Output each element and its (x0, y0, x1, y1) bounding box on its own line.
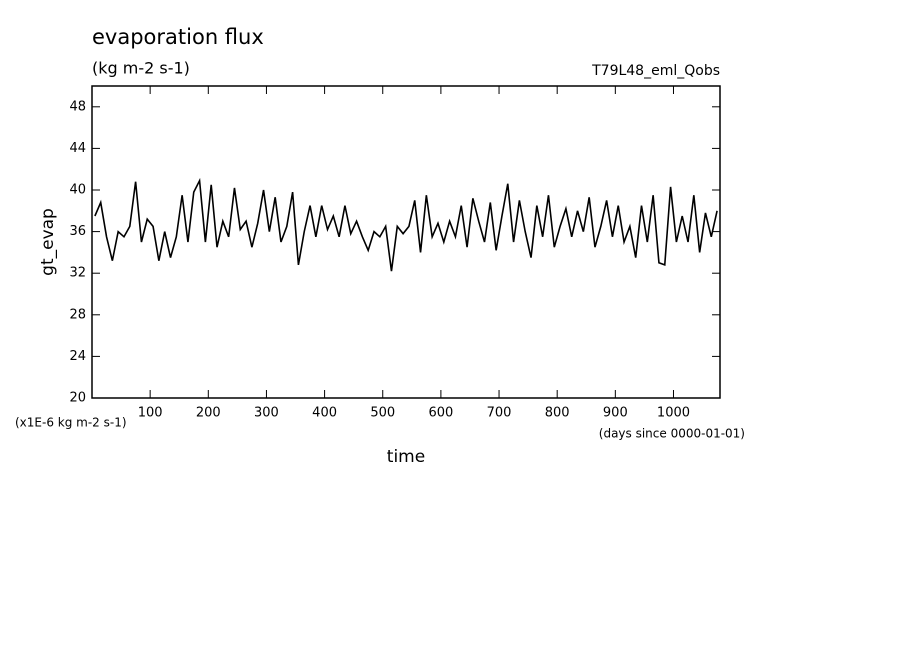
x-tick-label: 400 (312, 406, 337, 421)
x-tick-label: 800 (545, 406, 570, 421)
chart-title: evaporation flux (92, 25, 264, 49)
x-tick-label: 300 (254, 406, 279, 421)
data-line (94, 177, 718, 272)
y-tick-label: 40 (69, 183, 86, 198)
x-tick-label: 1000 (657, 406, 690, 421)
x-tick-label: 900 (603, 406, 628, 421)
y-axis-label: gt_evap (38, 208, 58, 276)
x-tick-label: 700 (487, 406, 512, 421)
plot-frame (91, 85, 721, 399)
y-tick-label: 24 (69, 349, 86, 364)
y-tick-label: 20 (69, 391, 86, 406)
y-tick-label: 48 (69, 99, 86, 114)
x-tick-label: 600 (428, 406, 453, 421)
y-tick-label: 28 (69, 307, 86, 322)
x-units-note: (days since 0000-01-01) (599, 427, 745, 441)
x-axis-label: time (387, 447, 425, 467)
chart-subtitle: (kg m-2 s-1) (92, 59, 190, 78)
y-tick-label: 36 (69, 224, 86, 239)
x-tick-label: 100 (138, 406, 163, 421)
y-tick-label: 32 (69, 266, 86, 281)
x-tick-label: 200 (196, 406, 221, 421)
y-units-note: (x1E-6 kg m-2 s-1) (15, 416, 127, 430)
y-tick-label: 44 (69, 141, 86, 156)
x-tick-label: 500 (370, 406, 395, 421)
run-label: T79L48_eml_Qobs (591, 63, 720, 79)
